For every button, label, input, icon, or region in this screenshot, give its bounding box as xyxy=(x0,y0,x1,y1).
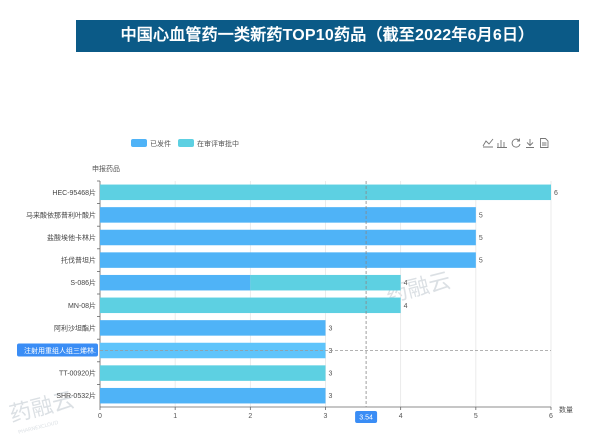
data-view-icon[interactable] xyxy=(540,138,549,148)
bar-reviewing[interactable] xyxy=(250,274,401,291)
axis-pointer: 3.54 xyxy=(100,181,551,423)
bar-value-label: 5 xyxy=(479,235,483,242)
refresh-icon[interactable] xyxy=(511,138,521,148)
legend-label-0[interactable]: 已发件 xyxy=(150,139,171,148)
bars[interactable] xyxy=(100,184,551,404)
axes: 申报药品 0 1 2 3 4 5 6 数量 HEC-95468片马来酸依那普利叶酸片盐酸埃他卡林片… xyxy=(17,164,573,420)
x-tick-label: 6 xyxy=(549,413,553,420)
bar-reviewing[interactable] xyxy=(100,297,401,314)
chart-title: 中国心血管药一类新药TOP10药品（截至2022年6月6日） xyxy=(76,20,579,52)
y-label-highlight xyxy=(17,343,98,357)
line-chart-icon[interactable] xyxy=(482,138,494,148)
data-labels: 6 5 5 5 4 4 3 3 3 3 xyxy=(329,190,559,400)
bar-value-label: 3 xyxy=(329,325,333,332)
bar-value-label: 3 xyxy=(329,348,333,355)
bar-value-label: 3 xyxy=(329,393,333,400)
bar-approved[interactable] xyxy=(100,320,326,336)
bar-value-label: 5 xyxy=(479,212,483,219)
y-tick-label: MN-08片 xyxy=(68,301,96,310)
y-tick-label: 阿利沙坦酯片 xyxy=(54,323,96,332)
download-icon[interactable] xyxy=(526,139,534,148)
y-tick-label: TT-00920片 xyxy=(59,369,96,378)
bar-value-label: 4 xyxy=(404,280,408,287)
bar-chart-icon[interactable] xyxy=(497,140,507,148)
y-axis-title: 申报药品 xyxy=(92,164,120,173)
bar-approved[interactable] xyxy=(100,274,251,291)
bar-reviewing[interactable] xyxy=(100,365,326,381)
y-tick-label: S-086片 xyxy=(70,278,96,287)
legend-label-1[interactable]: 在审评审批中 xyxy=(197,139,239,148)
legend-swatch-0[interactable] xyxy=(131,139,147,147)
x-axis-title: 数量 xyxy=(559,405,573,414)
bar-approved[interactable] xyxy=(100,207,476,223)
x-tick-label: 4 xyxy=(399,413,403,420)
bar-approved[interactable] xyxy=(100,387,326,404)
x-tick-label: 1 xyxy=(173,413,177,420)
bar-approved[interactable] xyxy=(100,229,476,246)
bar-value-label: 6 xyxy=(554,190,558,197)
pointer-value-box xyxy=(355,411,378,423)
y-tick-label: SHR-0532片 xyxy=(56,391,96,400)
x-tick-label: 3 xyxy=(324,413,328,420)
x-tick-label: 2 xyxy=(248,413,252,420)
y-tick-label: HEC-95468片 xyxy=(52,188,96,197)
toolbox[interactable] xyxy=(482,138,549,148)
y-tick-label: 注射用重组人组三烯林. xyxy=(24,346,96,355)
bar-reviewing[interactable] xyxy=(100,184,551,201)
y-tick-label: 托伐普坦片 xyxy=(61,256,96,265)
bar-value-label: 4 xyxy=(404,303,408,310)
y-tick-label: 马来酸依那普利叶酸片 xyxy=(26,210,96,219)
x-tick-label: 0 xyxy=(98,413,102,420)
legend[interactable]: 已发件 在审评审批中 xyxy=(131,139,239,148)
x-tick-label: 5 xyxy=(474,413,478,420)
bar-value-label: 3 xyxy=(329,371,333,378)
bar-value-label: 5 xyxy=(479,258,483,265)
y-tick-label: 盐酸埃他卡林片 xyxy=(47,233,96,242)
legend-swatch-1[interactable] xyxy=(178,139,194,147)
pointer-value: 3.54 xyxy=(359,415,373,422)
bar-approved[interactable] xyxy=(100,252,476,268)
